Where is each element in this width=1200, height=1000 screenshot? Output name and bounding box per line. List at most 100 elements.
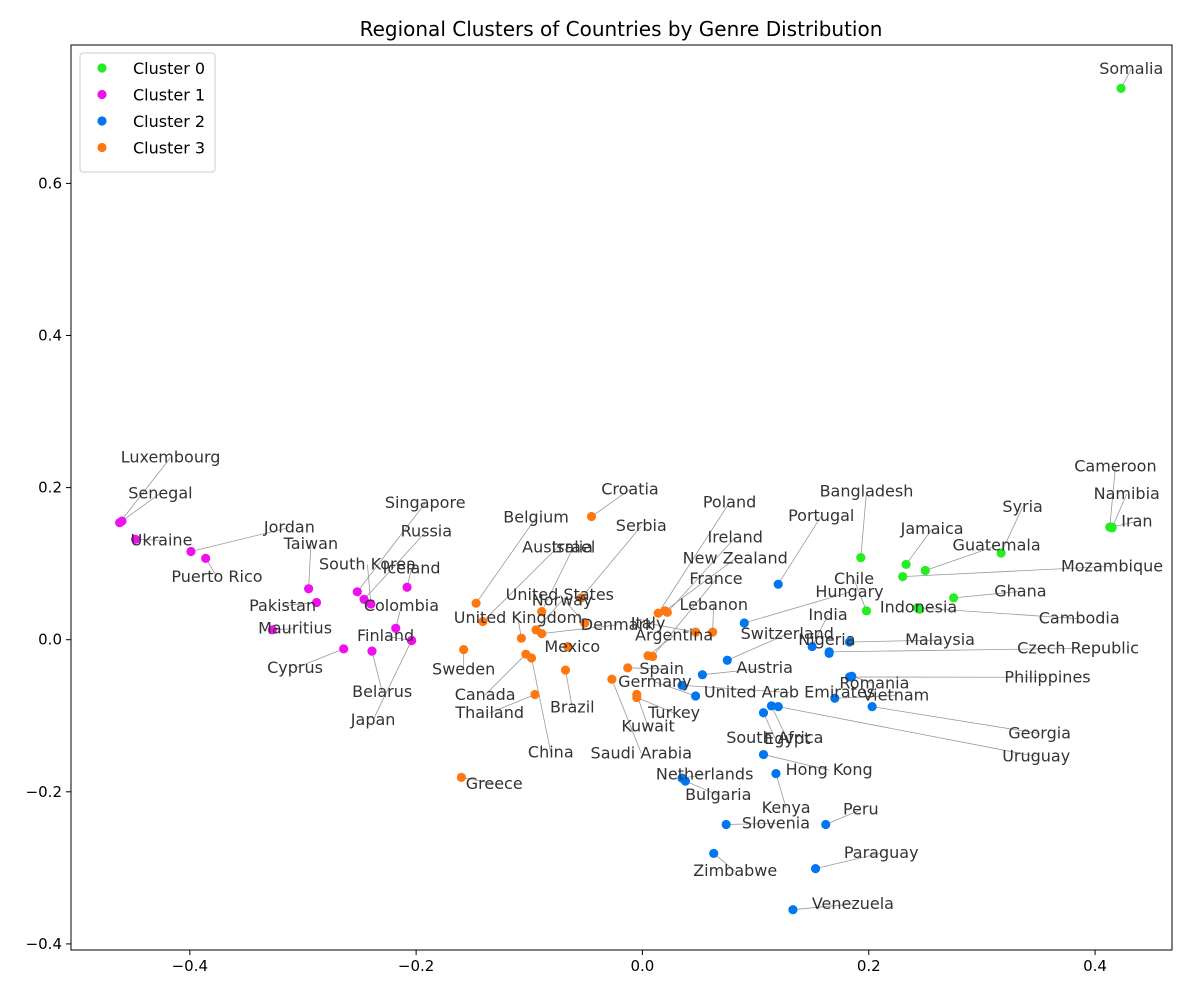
data-point-germany <box>691 691 701 701</box>
point-label-belgium: Belgium <box>503 508 569 527</box>
point-labels: Somalia Cameroon Namibia Iran Bangladesh Syri… <box>121 59 1164 913</box>
point-label-brazil: Brazil <box>550 698 595 717</box>
data-point-pakistan <box>311 597 322 608</box>
point-label-croatia: Croatia <box>601 479 659 498</box>
leader-line-serbia <box>581 525 642 599</box>
point-label-sweden: Sweden <box>432 660 495 679</box>
point-label-nigeria: Nigeria <box>798 630 855 649</box>
leader-line-jamaica <box>905 528 933 565</box>
data-point-belarus <box>367 646 377 656</box>
point-label-germany: Germany <box>618 672 692 691</box>
point-label-jordan: Jordan <box>263 517 315 536</box>
data-point-malaysia <box>844 637 855 647</box>
leader-line-kenya <box>775 773 787 809</box>
point-label-denmark: Denmark <box>581 615 655 634</box>
point-label-namibia: Namibia <box>1094 484 1160 503</box>
point-label-zimbabwe: Zimbabwe <box>693 861 777 880</box>
point-label-netherlands: Netherlands <box>656 765 754 784</box>
point-label-iceland: Iceland <box>383 559 441 578</box>
point-label-ireland: Ireland <box>708 527 763 546</box>
point-label-egypt: Egypt <box>764 729 810 748</box>
data-point-south-africa <box>758 708 769 718</box>
point-label-slovenia: Slovenia <box>742 813 810 832</box>
legend-marker-cluster-1 <box>97 89 107 100</box>
point-label-poland: Poland <box>703 492 756 511</box>
x-tick-label: −0.2 <box>398 957 434 975</box>
point-label-mexico: Mexico <box>544 637 600 656</box>
data-point-romania <box>847 671 857 681</box>
data-point-united-states <box>580 618 590 628</box>
point-label-bulgaria: Bulgaria <box>685 785 751 804</box>
point-label-cambodia: Cambodia <box>1039 609 1120 628</box>
leader-line-turkey <box>636 697 675 714</box>
data-point-iran <box>1107 522 1117 532</box>
point-label-taiwan: Taiwan <box>283 534 338 553</box>
leader-line-mozambique <box>902 565 1113 577</box>
point-label-japan: Japan <box>350 710 396 729</box>
leader-line-saudi-arabia <box>611 679 642 754</box>
legend-marker-cluster-0 <box>97 63 107 73</box>
data-point-czech-republic <box>824 647 834 657</box>
point-label-indonesia: Indonesia <box>880 597 957 616</box>
data-point-mozambique <box>898 571 908 582</box>
point-label-france: France <box>689 569 742 588</box>
y-tick-label: 0.2 <box>38 479 62 497</box>
legend-label-cluster-0: Cluster 0 <box>133 59 205 78</box>
point-label-cyprus: Cyprus <box>267 658 323 677</box>
data-point-taiwan <box>304 584 314 594</box>
leader-line-bulgaria <box>685 780 719 796</box>
data-point-cyprus <box>339 644 349 654</box>
legend-label-cluster-2: Cluster 2 <box>133 112 205 131</box>
leader-line-spain <box>627 667 662 670</box>
data-point-saudi-arabia <box>607 674 617 684</box>
point-label-kenya: Kenya <box>762 798 811 817</box>
data-point-denmark <box>537 629 547 639</box>
point-label-bangladesh: Bangladesh <box>820 482 914 501</box>
point-label-jamaica: Jamaica <box>900 519 964 538</box>
data-point-zimbabwe <box>709 848 719 859</box>
leader-line-brazil <box>565 670 573 708</box>
x-axis-ticks: −0.4 −0.2 0.0 0.2 0.4 <box>172 950 1107 975</box>
point-label-china: China <box>528 743 574 762</box>
data-point-croatia <box>586 511 597 522</box>
leader-line-uruguay <box>778 706 1037 757</box>
legend-marker-cluster-3 <box>97 142 107 153</box>
point-label-pakistan: Pakistan <box>249 596 316 615</box>
point-label-belarus: Belarus <box>352 682 412 701</box>
data-point-hong-kong <box>758 749 769 760</box>
point-label-hungary: Hungary <box>815 582 883 601</box>
leader-line-india <box>811 614 829 647</box>
data-point-senegal <box>117 516 127 526</box>
leader-line-united-arab-emirates <box>682 684 790 693</box>
point-label-ghana: Ghana <box>994 581 1046 600</box>
point-label-mauritius: Mauritius <box>258 619 332 638</box>
point-label-venezuela: Venezuela <box>812 894 894 913</box>
leader-line-poland <box>657 502 730 614</box>
point-label-austria: Austria <box>736 658 793 677</box>
point-label-turkey: Turkey <box>647 703 700 722</box>
point-label-kuwait: Kuwait <box>621 717 674 736</box>
leader-line-switzerland <box>727 633 788 661</box>
y-tick-label: −0.2 <box>26 783 62 801</box>
y-tick-label: 0.6 <box>38 174 62 192</box>
leader-line-paraguay <box>815 852 882 870</box>
leader-line-croatia <box>591 489 631 517</box>
data-point-thailand <box>530 689 540 700</box>
data-point-china <box>526 653 537 663</box>
point-label-romania: Romania <box>839 673 909 692</box>
point-label-colombia: Colombia <box>364 596 439 615</box>
data-point-bulgaria <box>680 776 691 786</box>
point-label-saudi-arabia: Saudi Arabia <box>591 743 693 762</box>
point-label-switzerland: Switzerland <box>741 624 834 643</box>
data-point-israel <box>537 606 547 617</box>
leader-line-hungary <box>744 591 850 624</box>
data-point-argentina <box>643 651 653 661</box>
point-label-peru: Peru <box>843 800 879 819</box>
point-label-ukraine: Ukraine <box>131 530 193 549</box>
leader-line-greece <box>461 776 495 785</box>
point-label-italy: Italy <box>631 613 666 632</box>
point-label-lebanon: Lebanon <box>679 595 748 614</box>
x-tick-label: 0.2 <box>857 957 881 975</box>
data-point-jamaica <box>901 559 911 570</box>
